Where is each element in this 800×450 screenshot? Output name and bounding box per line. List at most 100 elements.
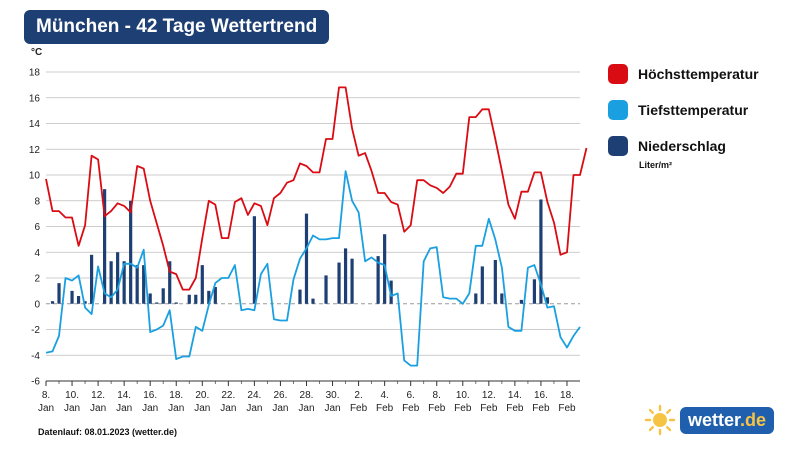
x-tick-day: 16.: [143, 390, 157, 401]
legend-item-max-temp: Höchsttemperatur: [608, 56, 759, 92]
precip-bar: [187, 294, 191, 304]
x-tick-day: 10.: [65, 390, 79, 401]
precip-bar: [50, 301, 55, 304]
x-tick-day: 12.: [91, 390, 105, 401]
logo-tld: .de: [740, 409, 767, 430]
x-tick-month: Jan: [168, 403, 184, 414]
precip-bar: [142, 265, 146, 304]
max-temp-line: [45, 86, 588, 291]
y-tick-label: 16: [29, 93, 41, 104]
y-axis-unit: °C: [31, 47, 42, 58]
min-temp-line: [45, 170, 581, 367]
x-tick-day: 8.: [42, 390, 50, 401]
precip-bar: [298, 289, 302, 304]
legend-swatch-min-temp: [608, 100, 628, 120]
y-tick-label: 18: [29, 68, 41, 79]
precip-bar: [161, 288, 165, 304]
y-tick-label: -2: [31, 325, 40, 336]
y-tick-label: 2: [34, 274, 40, 285]
x-tick-month: Feb: [558, 403, 576, 414]
x-tick-month: Feb: [402, 403, 420, 414]
y-tick-label: 8: [34, 196, 40, 207]
precip-bar: [57, 283, 61, 304]
logo-badge: wetter.de: [680, 406, 775, 434]
logo-brand: wetter: [688, 409, 741, 430]
sun-icon: [644, 404, 676, 436]
x-tick-day: 14.: [508, 390, 522, 401]
weather-chart: -6 -4 -2 0 2 4 6 8 10 12 14 16 18 °C 8. Jan 10. Jan 12. Jan…: [29, 47, 588, 414]
precip-bar: [480, 266, 484, 304]
precip-bar: [207, 290, 211, 304]
x-tick-month: Feb: [350, 403, 368, 414]
precip-bar: [70, 290, 74, 304]
precip-bar: [337, 262, 341, 304]
precip-bar: [324, 275, 328, 304]
precip-bar: [83, 301, 87, 304]
x-tick-month: Feb: [532, 403, 550, 414]
precip-bar: [155, 302, 159, 304]
x-tick-day: 18.: [169, 390, 183, 401]
legend-item-min-temp: Tiefsttemperatur: [608, 92, 759, 128]
legend-swatch-max-temp: [608, 64, 628, 84]
y-tick-label: 10: [29, 171, 41, 182]
precip-bar: [89, 254, 94, 304]
y-tick-label: 0: [34, 299, 40, 310]
x-tick-month: Jan: [272, 403, 288, 414]
x-tick-day: 18.: [560, 390, 574, 401]
precip-bar: [194, 294, 198, 304]
x-tick-month: Feb: [480, 403, 498, 414]
x-tick-day: 6.: [407, 390, 415, 401]
precip-bar: [135, 265, 139, 304]
y-tick-label: 14: [29, 119, 41, 130]
x-tick-month: Jan: [64, 403, 80, 414]
precip-bar: [76, 296, 81, 304]
x-tick-month: Jan: [246, 403, 262, 414]
legend-swatch-precipitation: [608, 136, 628, 156]
x-tick-month: Jan: [116, 403, 132, 414]
precip-bar: [474, 293, 478, 304]
x-tick-month: Jan: [298, 403, 314, 414]
x-tick-day: 20.: [195, 390, 209, 401]
precip-bar: [148, 293, 152, 304]
x-tick-day: 12.: [482, 390, 496, 401]
x-tick-month: Feb: [428, 403, 446, 414]
x-tick-month: Jan: [220, 403, 236, 414]
x-tick-month: Jan: [324, 403, 340, 414]
x-tick-month: Jan: [38, 403, 54, 414]
precip-bar: [539, 199, 543, 304]
y-tick-label: 12: [29, 145, 41, 156]
precip-bar: [116, 252, 120, 304]
y-tick-label: 4: [34, 248, 40, 259]
x-tick-day: 26.: [273, 390, 287, 401]
precip-bar: [376, 256, 380, 304]
x-tick-month: Jan: [142, 403, 158, 414]
legend: Höchsttemperatur Tiefsttemperatur Nieder…: [608, 56, 759, 170]
x-tick-day: 16.: [534, 390, 548, 401]
precip-bar: [304, 213, 309, 304]
precip-bar: [343, 248, 348, 304]
precip-bar: [532, 279, 537, 304]
chart-title: München - 42 Tage Wettertrend: [36, 16, 318, 37]
precip-bar: [174, 302, 178, 304]
x-tick-day: 24.: [247, 390, 261, 401]
data-run-note: Datenlauf: 08.01.2023 (wetter.de): [38, 427, 178, 437]
x-tick-month: Jan: [194, 403, 210, 414]
x-tick-day: 30.: [326, 390, 340, 401]
wetter-de-logo[interactable]: wetter.de: [644, 404, 775, 436]
legend-label-max-temp: Höchsttemperatur: [638, 66, 759, 82]
y-tick-label: 6: [34, 222, 40, 233]
precip-bar: [200, 265, 204, 304]
precip-bar: [311, 298, 315, 304]
precip-bar: [109, 261, 113, 304]
x-tick-month: Jan: [90, 403, 106, 414]
x-tick-day: 4.: [380, 390, 388, 401]
legend-label-precipitation: Niederschlag: [638, 138, 726, 154]
x-tick-day: 14.: [117, 390, 131, 401]
x-tick-day: 10.: [456, 390, 470, 401]
legend-precip-unit: Liter/m²: [639, 160, 673, 170]
precip-bar: [519, 299, 523, 304]
precip-bar: [545, 297, 550, 304]
legend-label-min-temp: Tiefsttemperatur: [638, 102, 749, 118]
legend-item-precipitation: Niederschlag: [608, 128, 759, 164]
precip-bar: [350, 258, 354, 304]
